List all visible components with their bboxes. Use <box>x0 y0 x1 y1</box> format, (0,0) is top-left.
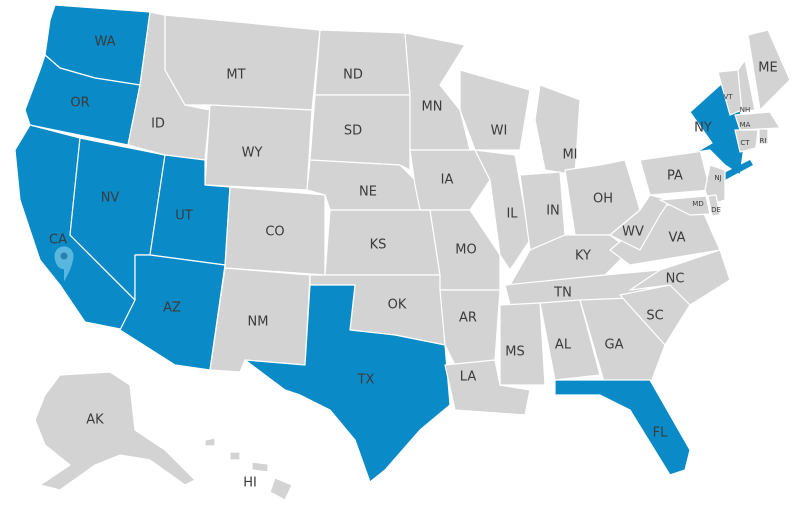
state-label-ok: OK <box>388 298 407 313</box>
state-label-ny: NY <box>694 121 712 136</box>
state-nd[interactable] <box>314 29 411 96</box>
state-ma[interactable] <box>734 111 781 131</box>
state-me[interactable] <box>747 29 791 111</box>
state-nh[interactable] <box>737 59 756 113</box>
state-nc[interactable] <box>629 249 731 306</box>
state-label-co: CO <box>265 225 284 240</box>
state-label-ri: RI <box>760 137 767 145</box>
state-ri[interactable] <box>758 128 769 145</box>
state-mn[interactable] <box>404 32 471 151</box>
state-hi[interactable] <box>204 437 293 501</box>
map-pin-icon[interactable] <box>54 246 74 282</box>
state-label-md: MD <box>692 200 703 208</box>
state-label-la: LA <box>460 370 477 385</box>
state-label-nc: NC <box>666 272 685 287</box>
state-label-wa: WA <box>94 35 115 50</box>
state-label-vt: VT <box>723 93 733 101</box>
state-mt[interactable] <box>164 14 321 111</box>
state-label-id: ID <box>151 117 165 132</box>
state-label-ak: AK <box>86 413 104 428</box>
state-label-ut: UT <box>175 209 193 224</box>
state-label-ar: AR <box>459 311 477 326</box>
state-md[interactable] <box>659 195 711 216</box>
state-label-nj: NJ <box>714 174 721 182</box>
state-label-al: AL <box>555 338 572 353</box>
state-label-nh: NH <box>740 106 751 114</box>
state-la[interactable] <box>444 359 531 416</box>
state-ar[interactable] <box>439 289 501 366</box>
state-label-fl: FL <box>653 426 668 441</box>
state-label-in: IN <box>546 204 560 219</box>
state-sd[interactable] <box>309 94 411 171</box>
state-label-wv: WV <box>622 225 644 240</box>
state-label-wy: WY <box>242 146 263 161</box>
state-label-ia: IA <box>441 173 454 188</box>
state-label-ga: GA <box>605 338 624 353</box>
state-fl[interactable] <box>554 379 691 476</box>
state-label-nv: NV <box>101 191 120 206</box>
state-label-ne: NE <box>359 185 377 200</box>
state-label-ct: CT <box>740 139 750 147</box>
state-label-mo: MO <box>455 243 476 258</box>
state-label-ky: KY <box>575 249 591 264</box>
state-wi[interactable] <box>459 69 531 151</box>
state-label-az: AZ <box>163 301 181 316</box>
state-label-or: OR <box>70 96 89 111</box>
state-label-sd: SD <box>344 124 362 139</box>
state-ny-long-island[interactable] <box>720 160 753 181</box>
state-label-mt: MT <box>226 68 245 83</box>
state-label-de: DE <box>711 206 721 214</box>
state-label-wi: WI <box>491 124 508 139</box>
state-de[interactable] <box>707 194 721 217</box>
state-label-mi: MI <box>562 148 577 163</box>
state-tx[interactable] <box>244 284 451 483</box>
state-ct[interactable] <box>734 129 759 153</box>
state-label-ms: MS <box>505 345 524 360</box>
state-label-ca: CA <box>49 233 67 248</box>
state-il[interactable] <box>474 149 531 271</box>
state-label-il: IL <box>506 207 518 222</box>
state-label-me: ME <box>758 61 777 76</box>
state-label-ma: MA <box>740 121 751 129</box>
state-label-sc: SC <box>646 309 663 324</box>
state-label-tx: TX <box>357 373 375 388</box>
state-label-nm: NM <box>248 315 269 330</box>
state-label-ks: KS <box>370 238 387 253</box>
state-label-nd: ND <box>343 68 363 83</box>
state-label-oh: OH <box>593 192 613 207</box>
state-label-va: VA <box>669 231 686 246</box>
state-label-hi: HI <box>243 476 257 491</box>
state-label-mn: MN <box>422 100 443 115</box>
state-al[interactable] <box>539 299 601 381</box>
state-label-pa: PA <box>667 169 683 184</box>
state-label-tn: TN <box>553 286 572 301</box>
state-ak[interactable] <box>34 371 196 491</box>
state-ms[interactable] <box>499 302 546 386</box>
